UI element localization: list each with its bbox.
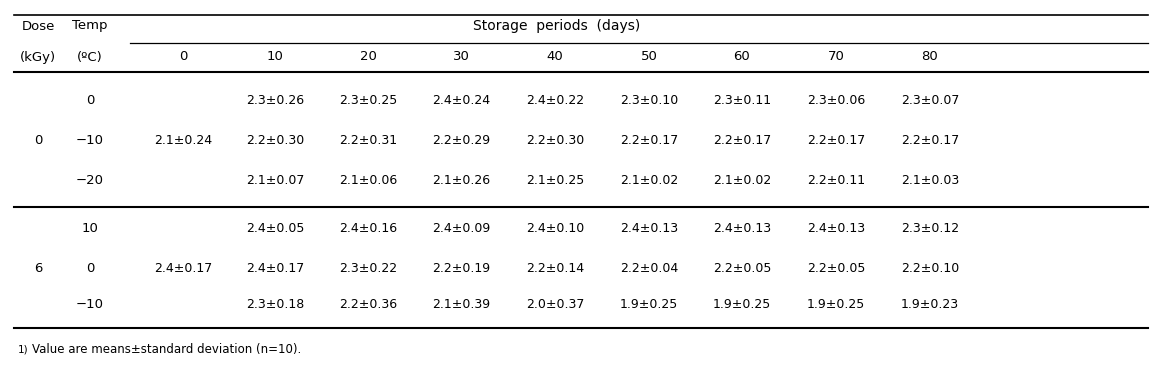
Text: 2.2±0.19: 2.2±0.19	[432, 262, 490, 274]
Text: 0: 0	[34, 133, 42, 147]
Text: 2.2±0.05: 2.2±0.05	[807, 262, 865, 274]
Text: 2.2±0.17: 2.2±0.17	[901, 133, 959, 147]
Text: −20: −20	[75, 174, 104, 186]
Text: Storage  periods  (days): Storage periods (days)	[474, 19, 641, 33]
Text: 2.1±0.25: 2.1±0.25	[526, 174, 584, 186]
Text: 2.3±0.25: 2.3±0.25	[339, 94, 397, 106]
Text: 2.1±0.02: 2.1±0.02	[713, 174, 771, 186]
Text: 2.1±0.24: 2.1±0.24	[154, 133, 212, 147]
Text: 20: 20	[360, 50, 376, 64]
Text: 2.2±0.17: 2.2±0.17	[713, 133, 771, 147]
Text: 2.3±0.26: 2.3±0.26	[246, 94, 304, 106]
Text: 2.2±0.05: 2.2±0.05	[713, 262, 771, 274]
Text: −10: −10	[75, 133, 104, 147]
Text: 10: 10	[267, 50, 283, 64]
Text: 2.2±0.30: 2.2±0.30	[246, 133, 304, 147]
Text: 0: 0	[179, 50, 187, 64]
Text: 2.1±0.06: 2.1±0.06	[339, 174, 397, 186]
Text: 2.1±0.02: 2.1±0.02	[620, 174, 678, 186]
Text: 2.4±0.13: 2.4±0.13	[620, 221, 678, 235]
Text: 2.2±0.04: 2.2±0.04	[620, 262, 678, 274]
Text: 2.4±0.09: 2.4±0.09	[432, 221, 490, 235]
Text: 2.2±0.36: 2.2±0.36	[339, 299, 397, 312]
Text: 1): 1)	[19, 345, 29, 355]
Text: 0: 0	[86, 94, 94, 106]
Text: 1.9±0.25: 1.9±0.25	[807, 299, 865, 312]
Text: 1.9±0.25: 1.9±0.25	[713, 299, 771, 312]
Text: 2.4±0.16: 2.4±0.16	[339, 221, 397, 235]
Text: 2.2±0.11: 2.2±0.11	[807, 174, 865, 186]
Text: 6: 6	[34, 262, 42, 274]
Text: 2.1±0.26: 2.1±0.26	[432, 174, 490, 186]
Text: 2.2±0.17: 2.2±0.17	[620, 133, 678, 147]
Text: 2.2±0.14: 2.2±0.14	[526, 262, 584, 274]
Text: 2.3±0.06: 2.3±0.06	[807, 94, 865, 106]
Text: 2.2±0.30: 2.2±0.30	[526, 133, 584, 147]
Text: Temp: Temp	[72, 19, 108, 33]
Text: 2.3±0.11: 2.3±0.11	[713, 94, 771, 106]
Text: 60: 60	[734, 50, 750, 64]
Text: 80: 80	[922, 50, 938, 64]
Text: 2.4±0.13: 2.4±0.13	[807, 221, 865, 235]
Text: 40: 40	[547, 50, 563, 64]
Text: Dose: Dose	[21, 19, 55, 33]
Text: 2.3±0.12: 2.3±0.12	[901, 221, 959, 235]
Text: 2.1±0.07: 2.1±0.07	[246, 174, 304, 186]
Text: 2.2±0.29: 2.2±0.29	[432, 133, 490, 147]
Text: 2.4±0.17: 2.4±0.17	[246, 262, 304, 274]
Text: 0: 0	[86, 262, 94, 274]
Text: 2.4±0.22: 2.4±0.22	[526, 94, 584, 106]
Text: 2.4±0.10: 2.4±0.10	[526, 221, 584, 235]
Text: 2.2±0.10: 2.2±0.10	[901, 262, 959, 274]
Text: 50: 50	[641, 50, 657, 64]
Text: (ºC): (ºC)	[77, 50, 103, 64]
Text: Value are means±standard deviation (n=10).: Value are means±standard deviation (n=10…	[33, 343, 301, 356]
Text: 1.9±0.25: 1.9±0.25	[620, 299, 678, 312]
Text: 2.4±0.24: 2.4±0.24	[432, 94, 490, 106]
Text: 30: 30	[453, 50, 469, 64]
Text: 2.0±0.37: 2.0±0.37	[526, 299, 584, 312]
Text: (kGy): (kGy)	[20, 50, 56, 64]
Text: 2.3±0.22: 2.3±0.22	[339, 262, 397, 274]
Text: 1.9±0.23: 1.9±0.23	[901, 299, 959, 312]
Text: 70: 70	[828, 50, 844, 64]
Text: −10: −10	[75, 299, 104, 312]
Text: 2.1±0.39: 2.1±0.39	[432, 299, 490, 312]
Text: 2.2±0.17: 2.2±0.17	[807, 133, 865, 147]
Text: 2.4±0.05: 2.4±0.05	[246, 221, 304, 235]
Text: 2.3±0.18: 2.3±0.18	[246, 299, 304, 312]
Text: 2.1±0.03: 2.1±0.03	[901, 174, 959, 186]
Text: 2.2±0.31: 2.2±0.31	[339, 133, 397, 147]
Text: 2.4±0.13: 2.4±0.13	[713, 221, 771, 235]
Text: 10: 10	[81, 221, 99, 235]
Text: 2.3±0.10: 2.3±0.10	[620, 94, 678, 106]
Text: 2.3±0.07: 2.3±0.07	[901, 94, 959, 106]
Text: 2.4±0.17: 2.4±0.17	[154, 262, 212, 274]
